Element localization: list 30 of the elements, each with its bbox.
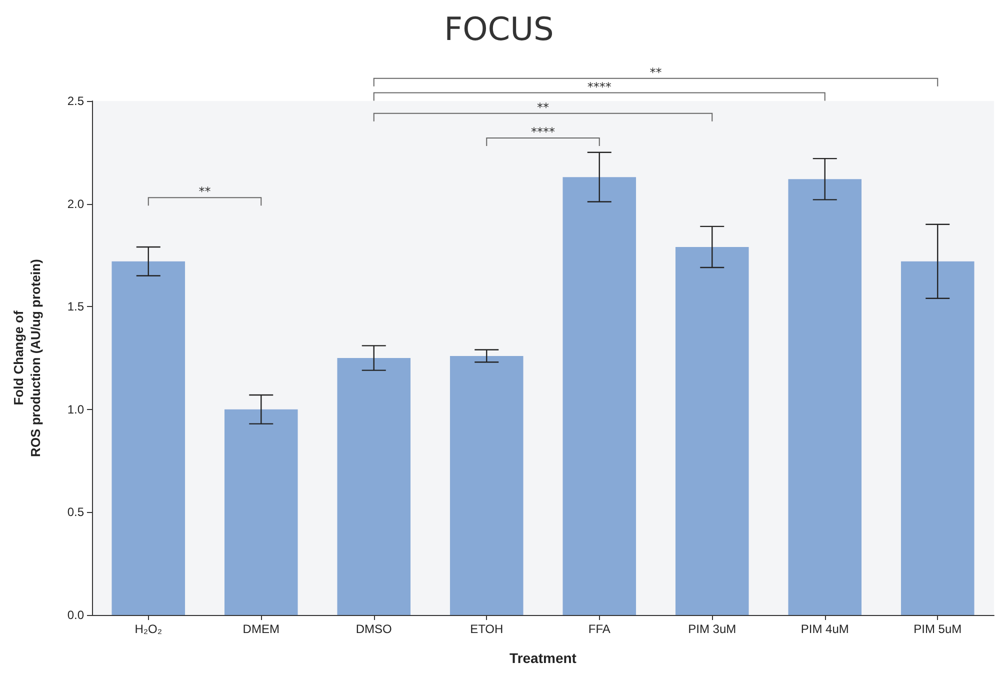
text: **: [650, 65, 662, 80]
x-tick-label: PIM 3uM: [688, 622, 736, 636]
y-axis-title: Fold Change of ROS production (AU/ug protein): [11, 259, 43, 457]
y-tick-label: 2.0: [67, 196, 84, 211]
y-tick-label: 0.5: [67, 505, 84, 520]
annotation: **: [537, 100, 549, 114]
x-axis-title: Treatment: [510, 650, 577, 666]
x-tick-label: DMSO: [356, 622, 392, 636]
y-tick-label: 1.5: [67, 300, 84, 314]
y-tick-label: 1.0: [67, 402, 84, 416]
y-tick-label: 2.5: [67, 94, 84, 108]
bar: [788, 179, 862, 615]
bar: [562, 177, 636, 615]
x-tick-label: FFA: [588, 622, 610, 636]
bar: [900, 261, 974, 615]
bar: [112, 261, 186, 615]
bar: [450, 356, 524, 615]
y-tick-label: 0.0: [67, 608, 84, 622]
annotation: **: [198, 184, 211, 199]
x-tick-label: PIM 4uM: [800, 622, 849, 636]
bar: [675, 246, 749, 615]
x-tick-label: ETOH: [470, 622, 504, 636]
text: ****: [587, 80, 612, 94]
x-tick-label: H₂O₂: [134, 622, 162, 636]
annotation: ****: [531, 125, 555, 140]
x-tick-label: PIM 5uM: [914, 622, 962, 636]
bar: [337, 358, 411, 615]
chart-title: FOCUS: [444, 10, 554, 48]
x-tick-label: DMEM: [242, 622, 280, 636]
bar: [224, 409, 298, 615]
